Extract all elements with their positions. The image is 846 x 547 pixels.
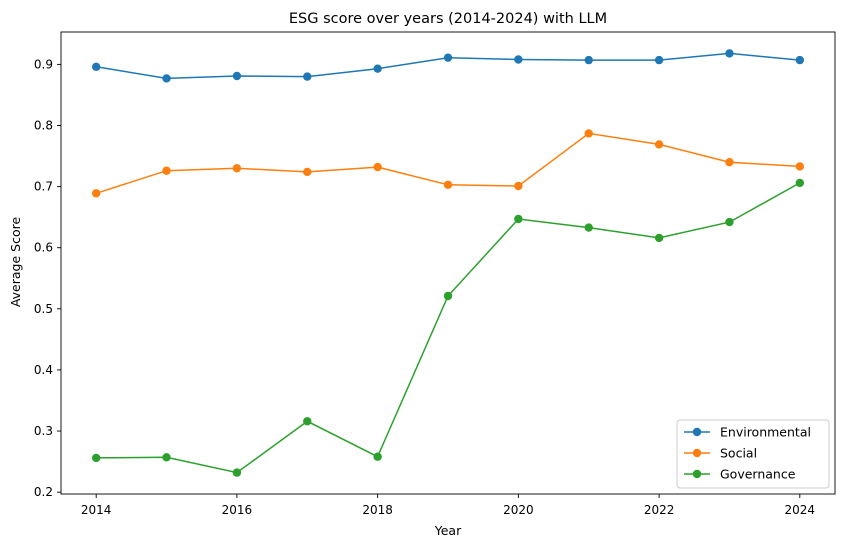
plot-area: 2014 2016 2018 2020 2022 2024 0.2 0.3 0.4 0.5 0.6 0…: [34, 31, 836, 517]
x-tick-label: 2018: [362, 503, 393, 517]
x-tick-label: 2014: [81, 503, 112, 517]
y-tick-label: 0.2: [34, 485, 53, 499]
legend-marker-social: [692, 448, 702, 458]
data-point-governance-2022: [654, 233, 664, 243]
data-point-social-2018: [373, 162, 382, 172]
y-tick-label: 0.5: [34, 302, 53, 316]
y-tick-label: 0.9: [34, 57, 53, 71]
data-point-governance-2024: [795, 178, 805, 188]
data-point-social-2021: [584, 129, 593, 138]
data-point-environmental-2016: [232, 71, 242, 81]
legend: Environmental Social Governance: [676, 419, 830, 489]
data-point-governance-2021: [584, 223, 593, 232]
data-point-environmental-2021: [584, 55, 593, 65]
x-tick-label: 2020: [503, 503, 534, 517]
y-tick-label: 0.4: [34, 363, 53, 377]
data-point-social-2017: [303, 167, 312, 177]
legend-box: [676, 419, 830, 489]
data-point-governance-2015: [162, 453, 171, 462]
legend-label-governance: Governance: [720, 467, 796, 482]
data-point-governance-2014: [91, 453, 101, 463]
chart-title: ESG score over years (2014-2024) with LL…: [289, 11, 607, 27]
plot-frame: [60, 31, 836, 495]
data-point-social-2024: [795, 162, 805, 171]
legend-marker-environmental: [692, 427, 702, 437]
data-point-social-2016: [232, 164, 242, 173]
data-point-governance-2016: [232, 468, 242, 477]
data-point-governance-2023: [725, 217, 734, 227]
x-tick-label: 2024: [785, 503, 816, 517]
x-tick-label: 2022: [644, 503, 675, 517]
data-point-social-2014: [91, 189, 101, 198]
data-point-social-2020: [514, 181, 523, 191]
data-point-social-2019: [443, 180, 453, 189]
data-point-social-2023: [725, 157, 734, 167]
y-tick-label: 0.7: [34, 180, 53, 194]
data-point-environmental-2017: [303, 72, 312, 81]
x-axis-label: Year: [434, 523, 462, 538]
legend-marker-governance: [692, 469, 702, 479]
data-point-governance-2017: [303, 417, 312, 426]
x-tick-label: 2016: [222, 503, 253, 517]
data-point-environmental-2022: [654, 55, 664, 65]
data-point-governance-2019: [443, 291, 453, 301]
data-point-governance-2018: [373, 452, 382, 461]
y-axis-label: Average Score: [8, 217, 23, 308]
legend-label-environmental: Environmental: [720, 425, 811, 440]
data-point-environmental-2018: [373, 64, 382, 73]
legend-label-social: Social: [720, 446, 757, 461]
data-point-environmental-2014: [91, 62, 101, 72]
data-point-environmental-2024: [795, 55, 805, 65]
data-point-environmental-2023: [725, 49, 734, 58]
y-tick-label: 0.3: [34, 424, 53, 438]
data-point-environmental-2019: [443, 53, 453, 62]
data-point-social-2015: [162, 166, 171, 175]
data-point-environmental-2015: [162, 74, 171, 83]
y-tick-label: 0.8: [34, 119, 53, 133]
data-point-social-2022: [654, 140, 664, 149]
data-point-environmental-2020: [514, 55, 523, 64]
y-tick-label: 0.6: [34, 241, 53, 255]
data-point-governance-2020: [514, 214, 523, 224]
